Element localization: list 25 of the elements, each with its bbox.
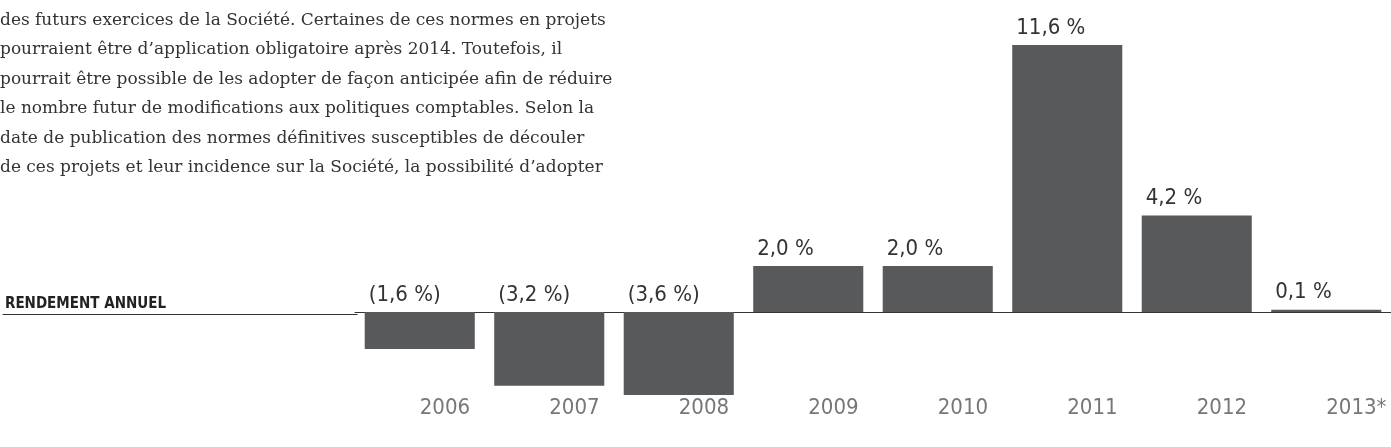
x-tick-label: 2007 (549, 393, 600, 419)
x-tick-label: 2010 (937, 393, 989, 419)
bar (882, 266, 993, 313)
x-tick-label: 2006 (419, 393, 471, 419)
bar (753, 266, 864, 313)
x-tick-label: 2008 (678, 393, 730, 419)
x-tick-label: 2013* (1326, 393, 1387, 419)
data-label: 0,1 % (1275, 278, 1332, 304)
annotation: des futurs exercices de la Société. Certaines de ces normes en projets pourraient être d’application obligatoire après 2014. Toutefois, il pourrait être possible de les adopter de façon anticipée afin de réduire le nombre futur de modifications aux politiques comptables. Selon la date de publication des normes définitives susceptibles de découler de ces projets et leur incidence sur la Société, la possibilité d’adopter (0, 8, 613, 177)
bar (494, 312, 605, 386)
data-label: 2,0 % (886, 234, 944, 260)
data-label: 2,0 % (757, 234, 814, 260)
x-tick-label: 2011 (1067, 393, 1118, 419)
bar (623, 312, 734, 395)
bar (1141, 215, 1252, 313)
x-tick-label: 2012 (1196, 393, 1248, 419)
data-label: (3,6 %) (627, 280, 700, 306)
data-label: (3,2 %) (498, 280, 571, 306)
bar (1012, 45, 1123, 313)
data-label: 11,6 % (1016, 13, 1086, 39)
text: RENDEMENT ANNUEL (5, 293, 167, 312)
data-label: 4,2 % (1145, 183, 1203, 209)
data-label: (1,6 %) (368, 280, 441, 306)
x-tick-label: 2009 (808, 393, 859, 419)
bar (364, 312, 475, 349)
